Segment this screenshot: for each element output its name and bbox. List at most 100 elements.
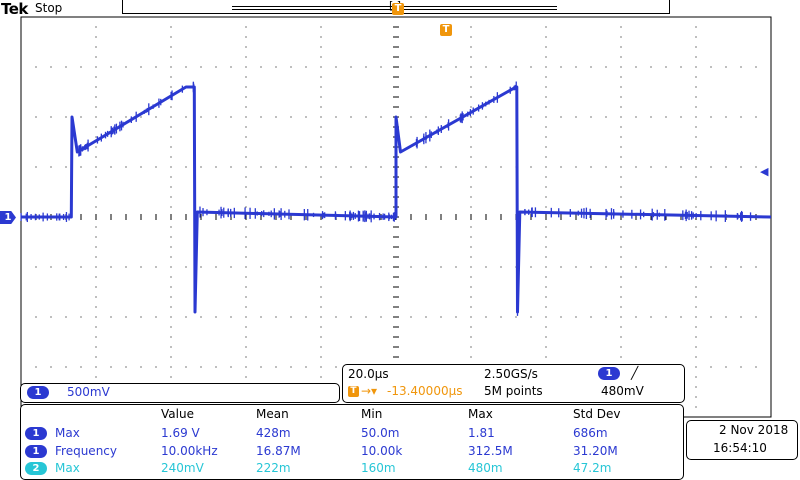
grid-dot: [245, 346, 247, 348]
grid-dot: [500, 316, 502, 318]
grid-dot: [695, 186, 697, 188]
grid-dot: [95, 146, 97, 148]
grid-dot: [350, 166, 352, 168]
grid-dot: [245, 236, 247, 238]
trigger-point-icon: T: [440, 24, 452, 36]
grid-dot: [440, 66, 442, 68]
timebase-box[interactable]: 20.0µs 2.50GS/s 1 ╱ T →▾ -13.40000µs 5M …: [342, 364, 685, 403]
ch1-ground-marker[interactable]: 1: [0, 211, 16, 224]
grid-dot: [245, 226, 247, 228]
grid-dot: [170, 126, 172, 128]
grid-dot: [545, 306, 547, 308]
grid-dot: [425, 316, 427, 318]
grid-dot: [545, 286, 547, 288]
grid-dot: [620, 56, 622, 58]
grid-dot: [695, 56, 697, 58]
grid-dot: [530, 266, 532, 268]
grid-dot: [440, 116, 442, 118]
record-length: 5M points: [484, 384, 543, 398]
grid-dot: [350, 116, 352, 118]
grid-dot: [80, 266, 82, 268]
grid-dot: [545, 316, 547, 318]
grid-dot: [590, 316, 592, 318]
grid-dot: [665, 66, 667, 68]
grid-dot: [695, 386, 697, 388]
grid-dot: [710, 116, 712, 118]
grid-dot: [320, 316, 322, 318]
grid-dot: [620, 106, 622, 108]
grid-dot: [545, 326, 547, 328]
grid-dot: [230, 66, 232, 68]
grid-dot: [695, 336, 697, 338]
grid-dot: [545, 256, 547, 258]
grid-dot: [230, 366, 232, 368]
grid-dot: [635, 266, 637, 268]
grid-dot: [365, 66, 367, 68]
grid-dot: [95, 136, 97, 138]
grid-dot: [545, 206, 547, 208]
grid-dot: [710, 266, 712, 268]
grid-dot: [575, 116, 577, 118]
grid-dot: [320, 346, 322, 348]
grid-dot: [365, 266, 367, 268]
grid-dot: [695, 166, 697, 168]
grid-dot: [245, 46, 247, 48]
grid-dot: [470, 286, 472, 288]
grid-dot: [320, 66, 322, 68]
grid-dot: [695, 116, 697, 118]
datetime-box: 2 Nov 2018 16:54:10: [686, 420, 798, 460]
grid-dot: [305, 266, 307, 268]
grid-dot: [695, 276, 697, 278]
grid-dot: [710, 66, 712, 68]
grid-dot: [200, 166, 202, 168]
grid-dot: [695, 96, 697, 98]
grid-dot: [665, 316, 667, 318]
grid-dot: [695, 206, 697, 208]
grid-dot: [485, 166, 487, 168]
grid-dot: [485, 316, 487, 318]
row-mean: 16.87M: [256, 444, 301, 458]
ch1-badge: 1: [27, 386, 49, 399]
grid-dot: [305, 166, 307, 168]
grid-dot: [245, 296, 247, 298]
grid-dot: [695, 46, 697, 48]
grid-dot: [695, 226, 697, 228]
grid-dot: [545, 176, 547, 178]
grid-dot: [260, 116, 262, 118]
grid-dot: [185, 266, 187, 268]
grid-dot: [320, 206, 322, 208]
grid-dot: [320, 236, 322, 238]
grid-dot: [245, 106, 247, 108]
grid-dot: [185, 166, 187, 168]
grid-dot: [95, 256, 97, 258]
grid-dot: [470, 26, 472, 28]
grid-dot: [740, 316, 742, 318]
grid-dot: [290, 266, 292, 268]
trigger-offset: -13.40000µs: [387, 384, 463, 398]
grid-dot: [380, 116, 382, 118]
grid-dot: [620, 356, 622, 358]
grid-dot: [530, 66, 532, 68]
grid-dot: [170, 366, 172, 368]
grid-dot: [245, 146, 247, 148]
grid-dot: [545, 296, 547, 298]
grid-dot: [545, 266, 547, 268]
grid-dot: [545, 236, 547, 238]
grid-dot: [350, 316, 352, 318]
grid-dot: [755, 166, 757, 168]
grid-dot: [470, 146, 472, 148]
row-stddev: 47.2m: [573, 461, 612, 475]
grid-dot: [695, 256, 697, 258]
header-max: Max: [468, 407, 493, 421]
grid-dot: [170, 236, 172, 238]
run-status[interactable]: Stop: [35, 1, 63, 15]
grid-dot: [80, 316, 82, 318]
grid-dot: [635, 116, 637, 118]
grid-dot: [755, 316, 757, 318]
grid-dot: [170, 46, 172, 48]
grid-dot: [560, 116, 562, 118]
grid-dot: [215, 66, 217, 68]
grid-dot: [485, 66, 487, 68]
channel-scale-box[interactable]: 1 500mV: [20, 383, 340, 403]
